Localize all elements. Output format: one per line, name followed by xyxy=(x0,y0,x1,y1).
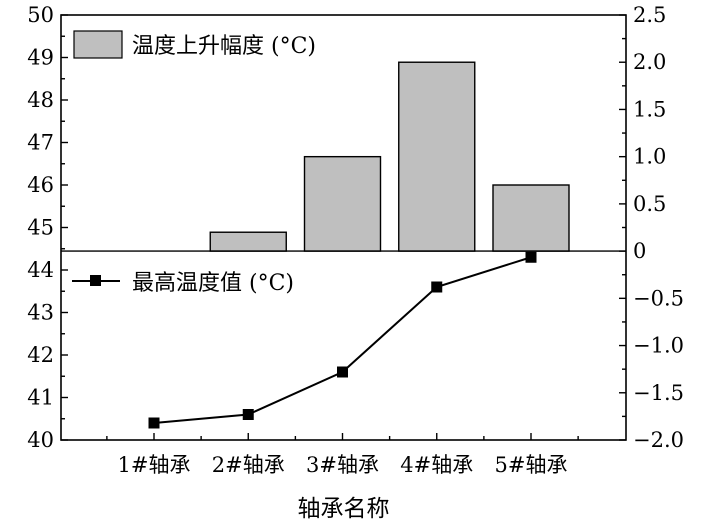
line-layer xyxy=(148,251,537,429)
legend-bar-swatch xyxy=(73,30,123,59)
x-tick-label: 5#轴承 xyxy=(495,453,568,477)
left-tick-label: 42 xyxy=(27,343,54,367)
bar-5 xyxy=(492,184,570,252)
bars-layer xyxy=(209,61,570,252)
line-point-2 xyxy=(242,409,254,420)
left-tick-label: 47 xyxy=(27,131,54,155)
left-tick-label: 43 xyxy=(27,301,54,325)
right-tick-label: −2.0 xyxy=(633,428,684,452)
right-tick-label: 1.5 xyxy=(633,97,666,121)
x-tick-label: 1#轴承 xyxy=(118,453,191,477)
line-point-4 xyxy=(431,281,443,293)
x-axis-label: 轴承名称 xyxy=(298,496,390,522)
left-tick-label: 45 xyxy=(27,216,54,240)
left-tick-label: 48 xyxy=(27,88,54,112)
ticks-layer: 40 41 42 43 44 45 46 47 48 49 50 −2.0 −1.5 −1.0 −0.5 0 0… xyxy=(27,3,684,477)
legend-line-marker xyxy=(90,275,101,286)
right-tick-label: −1.5 xyxy=(633,381,684,405)
left-tick-label: 49 xyxy=(27,46,54,70)
right-tick-label: 0 xyxy=(633,239,646,263)
right-tick-label: 2.0 xyxy=(633,50,666,74)
bar-2 xyxy=(209,231,287,252)
legend: 温度上升幅度 (°C) 最高温度值 (°C) xyxy=(72,30,316,296)
right-tick-label: 1.0 xyxy=(633,145,666,169)
line-point-1 xyxy=(148,417,160,429)
bar-3 xyxy=(303,155,382,252)
x-tick-label: 4#轴承 xyxy=(400,453,473,477)
legend-bar-label: 温度上升幅度 (°C) xyxy=(132,34,316,59)
left-tick-label: 46 xyxy=(27,173,54,197)
right-tick-label: −0.5 xyxy=(633,286,684,310)
left-tick-label: 40 xyxy=(27,428,54,452)
left-tick-label: 50 xyxy=(27,3,54,27)
right-tick-label: 0.5 xyxy=(633,192,666,216)
right-tick-label: 2.5 xyxy=(633,3,666,27)
x-tick-label: 3#轴承 xyxy=(306,453,379,477)
x-tick-label: 2#轴承 xyxy=(212,453,285,477)
right-tick-label: −1.0 xyxy=(633,334,684,358)
line-point-3 xyxy=(337,366,348,378)
line-point-5 xyxy=(525,251,537,263)
left-tick-label: 41 xyxy=(27,386,54,410)
legend-line-label: 最高温度值 (°C) xyxy=(132,271,294,296)
bar-4 xyxy=(398,61,476,252)
left-tick-label: 44 xyxy=(27,258,54,282)
